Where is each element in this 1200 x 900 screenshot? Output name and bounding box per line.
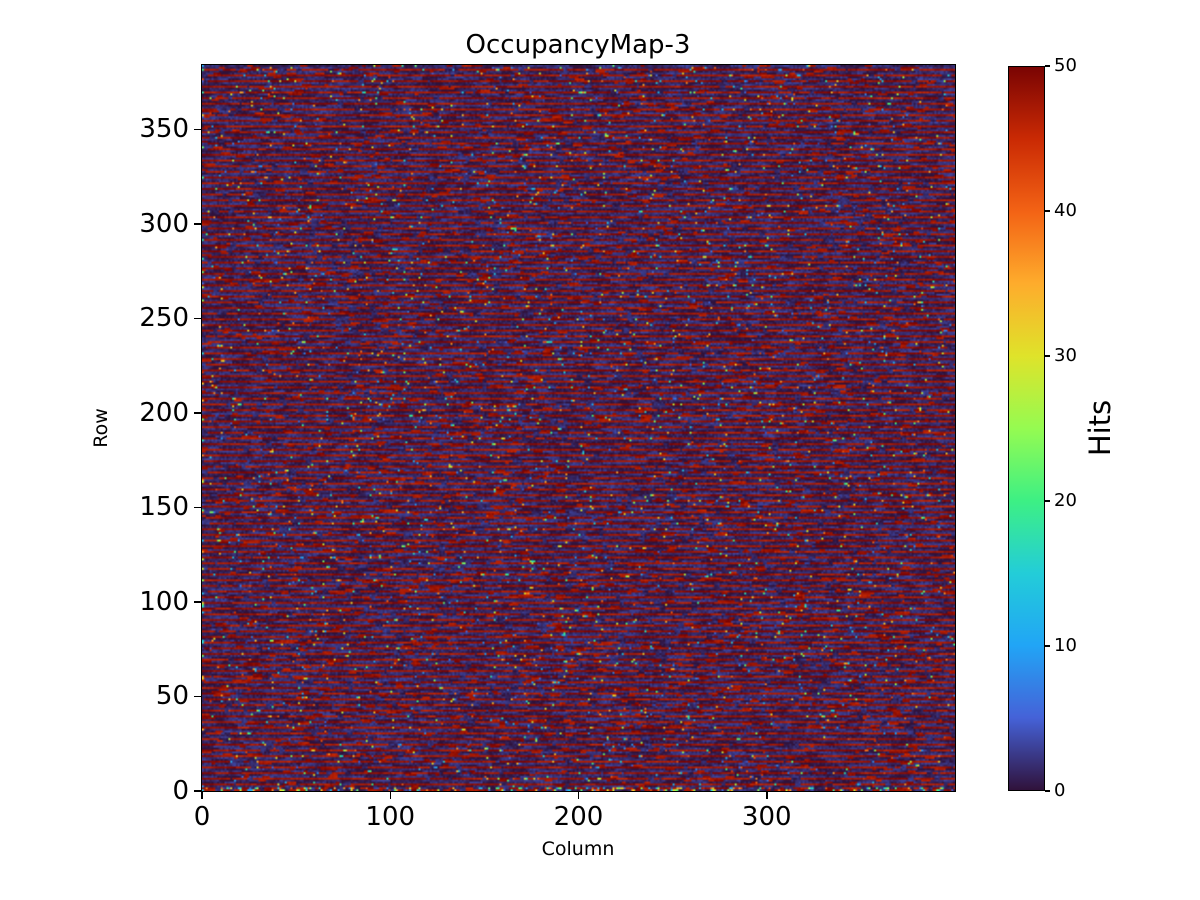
- y-tick-label: 300: [139, 208, 189, 239]
- y-tick-mark: [194, 506, 202, 509]
- x-tick-label: 0: [193, 802, 211, 832]
- colorbar-tick-mark: [1045, 790, 1050, 792]
- y-tick-mark: [194, 601, 202, 603]
- colorbar-tick-mark: [1045, 210, 1050, 212]
- x-tick-label: 300: [741, 802, 792, 832]
- x-tick-mark: [766, 791, 768, 799]
- y-tick-label: 150: [139, 492, 189, 523]
- y-tick-label: 100: [139, 586, 189, 617]
- y-tick-mark: [194, 317, 202, 320]
- colorbar: [1008, 66, 1045, 791]
- colorbar-tick-mark: [1045, 65, 1050, 67]
- y-tick-label: 0: [172, 776, 189, 806]
- y-tick-mark: [194, 128, 202, 131]
- x-tick-label: 200: [553, 802, 604, 832]
- y-tick-mark: [194, 790, 202, 792]
- colorbar-tick-label: 40: [1054, 200, 1077, 221]
- colorbar-tick-label: 30: [1054, 345, 1077, 366]
- chart-title: OccupancyMap-3: [465, 30, 691, 60]
- x-tick-mark: [577, 791, 580, 799]
- heatmap-plot-area: [201, 64, 956, 792]
- x-tick-label: 100: [365, 802, 416, 832]
- y-tick-mark: [194, 412, 202, 414]
- y-axis-label: Row: [90, 408, 112, 448]
- colorbar-tick-mark: [1045, 355, 1050, 357]
- colorbar-tick-label: 50: [1054, 55, 1077, 76]
- x-tick-mark: [201, 791, 203, 799]
- colorbar-label: Hits: [1083, 399, 1117, 457]
- heatmap-canvas: [202, 65, 955, 791]
- y-tick-mark: [194, 223, 202, 225]
- colorbar-tick-label: 0: [1054, 780, 1066, 801]
- y-tick-label: 50: [155, 681, 189, 712]
- y-tick-label: 350: [139, 114, 189, 145]
- colorbar-tick-label: 20: [1054, 490, 1077, 511]
- y-tick-label: 250: [139, 303, 189, 334]
- y-tick-label: 200: [139, 397, 189, 428]
- colorbar-tick-mark: [1045, 500, 1050, 502]
- x-tick-mark: [389, 791, 391, 799]
- y-tick-mark: [194, 695, 202, 698]
- colorbar-tick-mark: [1045, 645, 1050, 647]
- colorbar-tick-label: 10: [1054, 635, 1077, 656]
- x-axis-label: Column: [541, 838, 615, 860]
